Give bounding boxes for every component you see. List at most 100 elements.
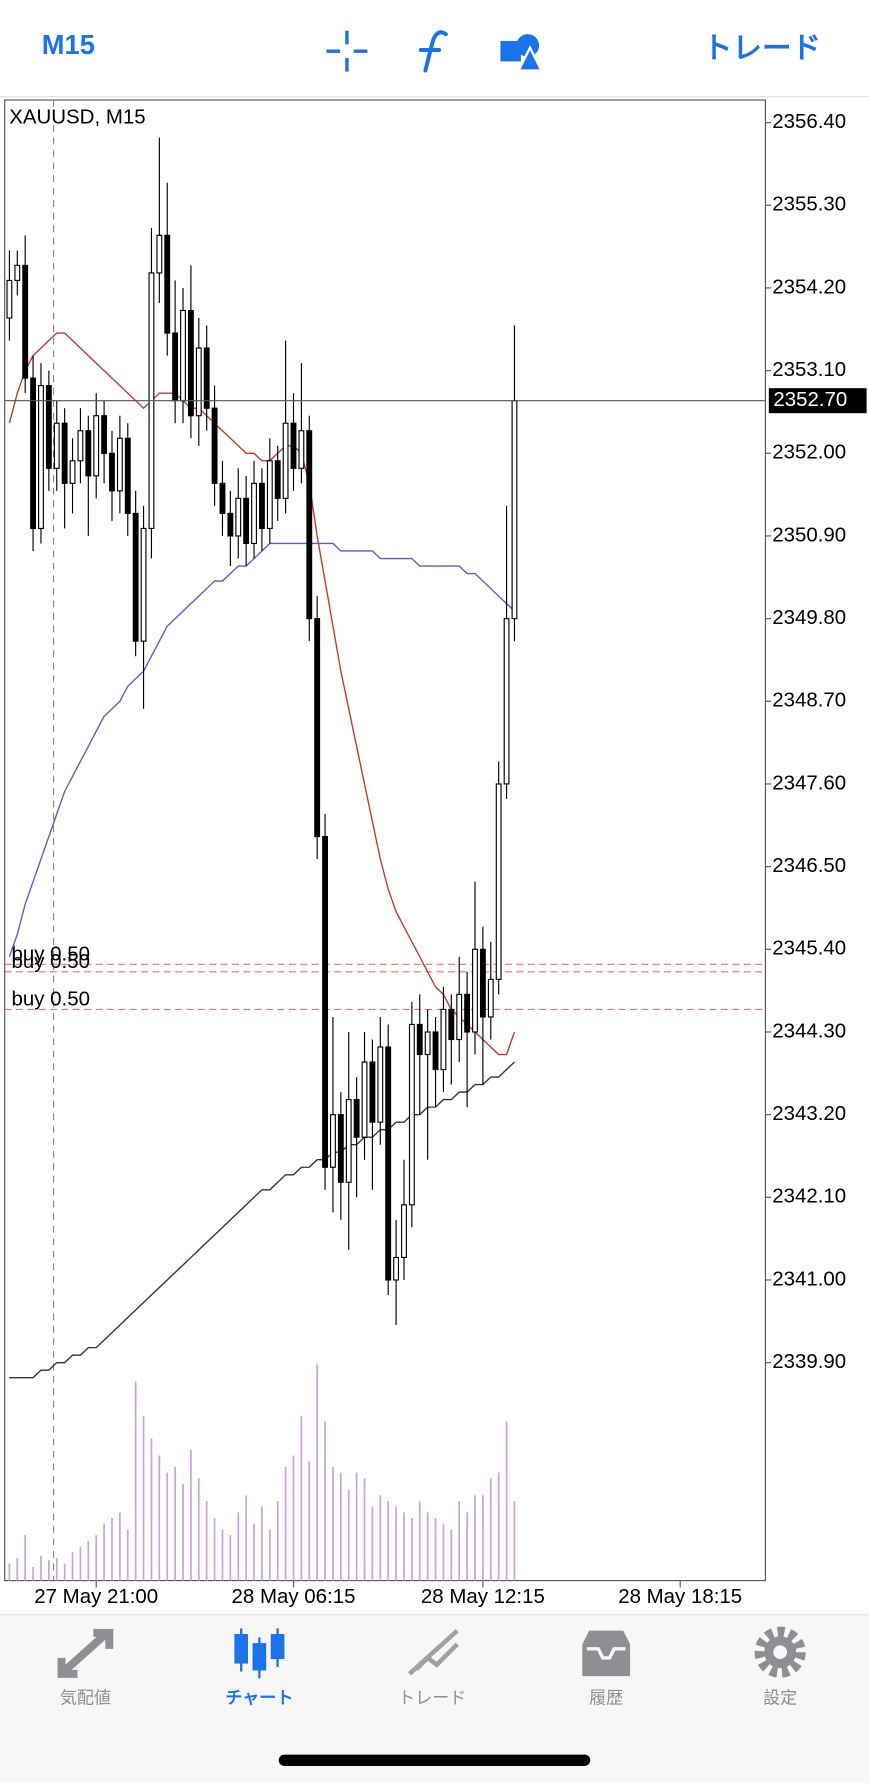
candle-body (401, 1204, 407, 1259)
settings-icon[interactable] (754, 1626, 806, 1678)
candle-body (6, 279, 13, 319)
y-tick-label: 2343.20 (772, 1102, 846, 1125)
candle-body (85, 430, 92, 477)
y-tick-label: 2339.90 (772, 1350, 846, 1373)
candle-body (109, 452, 115, 492)
candle-body (14, 264, 21, 282)
candle-body (180, 309, 186, 402)
candle-body (456, 993, 463, 1041)
candle-body (330, 1114, 336, 1168)
history-icon[interactable] (582, 1630, 631, 1677)
candle-body (93, 415, 100, 477)
y-tick-label: 2341.00 (772, 1267, 846, 1290)
candle-body (385, 1046, 392, 1281)
symbol-label: XAUUSD, M15 (9, 106, 145, 129)
candle-body (53, 422, 60, 469)
candle-body (203, 347, 210, 409)
candle-body (101, 415, 108, 454)
y-tick-label: 2350.90 (772, 523, 846, 546)
y-tick-label: 2344.30 (772, 1019, 846, 1042)
y-tick-label: 2348.70 (772, 689, 846, 712)
candle-body (495, 783, 502, 980)
tab-label[interactable]: チャート (225, 1688, 293, 1707)
candle-body (219, 482, 226, 514)
candle-body (298, 430, 305, 469)
candle-body (448, 1008, 455, 1041)
x-tick-label: 28 May 06:15 (232, 1585, 356, 1608)
tab-label[interactable]: 気配値 (60, 1688, 111, 1707)
indicator-icon[interactable] (418, 30, 448, 73)
candle-body (314, 618, 321, 838)
candle-body (251, 482, 257, 545)
x-tick-label: 27 May 21:00 (34, 1585, 158, 1608)
candle-body (377, 1046, 384, 1123)
candle-body (140, 527, 147, 642)
moving-average (8, 332, 516, 1056)
candle-body (45, 385, 52, 469)
y-tick-label: 2353.10 (772, 358, 846, 381)
candle-body (306, 430, 313, 620)
trade-tab-icon[interactable] (407, 1628, 459, 1676)
y-tick-label: 2349.80 (772, 606, 846, 629)
quotes-icon[interactable] (57, 1628, 114, 1678)
candle-body (472, 948, 478, 1033)
candle-body (322, 836, 328, 1168)
home-indicator (278, 1754, 591, 1766)
candle-body (479, 948, 486, 1018)
y-tick-label: 2354.20 (772, 275, 846, 298)
y-tick-label: 2356.40 (772, 110, 846, 133)
candle-body (22, 264, 29, 379)
chart: XAUUSD, M15 2356.40 2355.30 2354.20 2353.10 2… (4, 99, 867, 1608)
candle-body (511, 400, 518, 620)
candle-body (369, 1061, 376, 1123)
chart-frame (4, 99, 766, 1582)
y-tick-label: 2345.40 (772, 937, 846, 960)
candle-body (416, 1023, 423, 1056)
y-tick-label: 2346.50 (772, 854, 846, 877)
candle-body (503, 618, 510, 785)
y-tick-label: 2342.10 (772, 1185, 846, 1208)
candle-body (156, 234, 163, 274)
candle-body (38, 385, 44, 530)
y-tick-label: 2347.60 (772, 771, 846, 794)
order-label: buy 0.50 (11, 950, 89, 973)
current-price-box (768, 388, 867, 414)
candle-body (432, 1031, 439, 1071)
candle-body (69, 460, 76, 484)
candle-body (124, 437, 131, 514)
candle-body (195, 347, 202, 417)
candle-body (337, 1114, 344, 1183)
candle-body (345, 1099, 352, 1183)
candle-body (243, 497, 250, 545)
x-tick-label: 28 May 12:15 (421, 1585, 545, 1608)
candle-body (408, 1023, 415, 1206)
current-price-label: 2352.70 (773, 388, 847, 411)
candle-body (164, 234, 171, 334)
timeframe-button[interactable]: M15 (42, 29, 95, 60)
x-tick-label: 28 May 18:15 (618, 1585, 742, 1608)
candle-body (266, 460, 273, 530)
candle-body (172, 332, 179, 402)
candle-body (77, 430, 84, 462)
candle-body (116, 437, 123, 492)
trade-button[interactable]: トレード (703, 32, 821, 65)
candle-body (393, 1256, 400, 1281)
candle-body (464, 993, 471, 1033)
tab-label[interactable]: トレード (398, 1688, 466, 1707)
tab-label[interactable]: 設定 (763, 1688, 797, 1707)
y-tick-label: 2352.00 (772, 441, 846, 464)
candle-body (353, 1099, 360, 1138)
crosshair-icon[interactable] (326, 30, 368, 72)
candle-body (487, 978, 494, 1018)
candle-body (290, 422, 297, 469)
candle-body (187, 309, 194, 417)
candle-body (30, 377, 37, 530)
order-label: buy 0.50 (11, 988, 89, 1011)
objects-icon[interactable] (500, 34, 544, 72)
tab-label[interactable]: 履歴 (589, 1688, 623, 1707)
candle-body (227, 512, 234, 537)
moving-average (9, 1061, 515, 1379)
chart-tab-icon[interactable] (234, 1628, 285, 1679)
